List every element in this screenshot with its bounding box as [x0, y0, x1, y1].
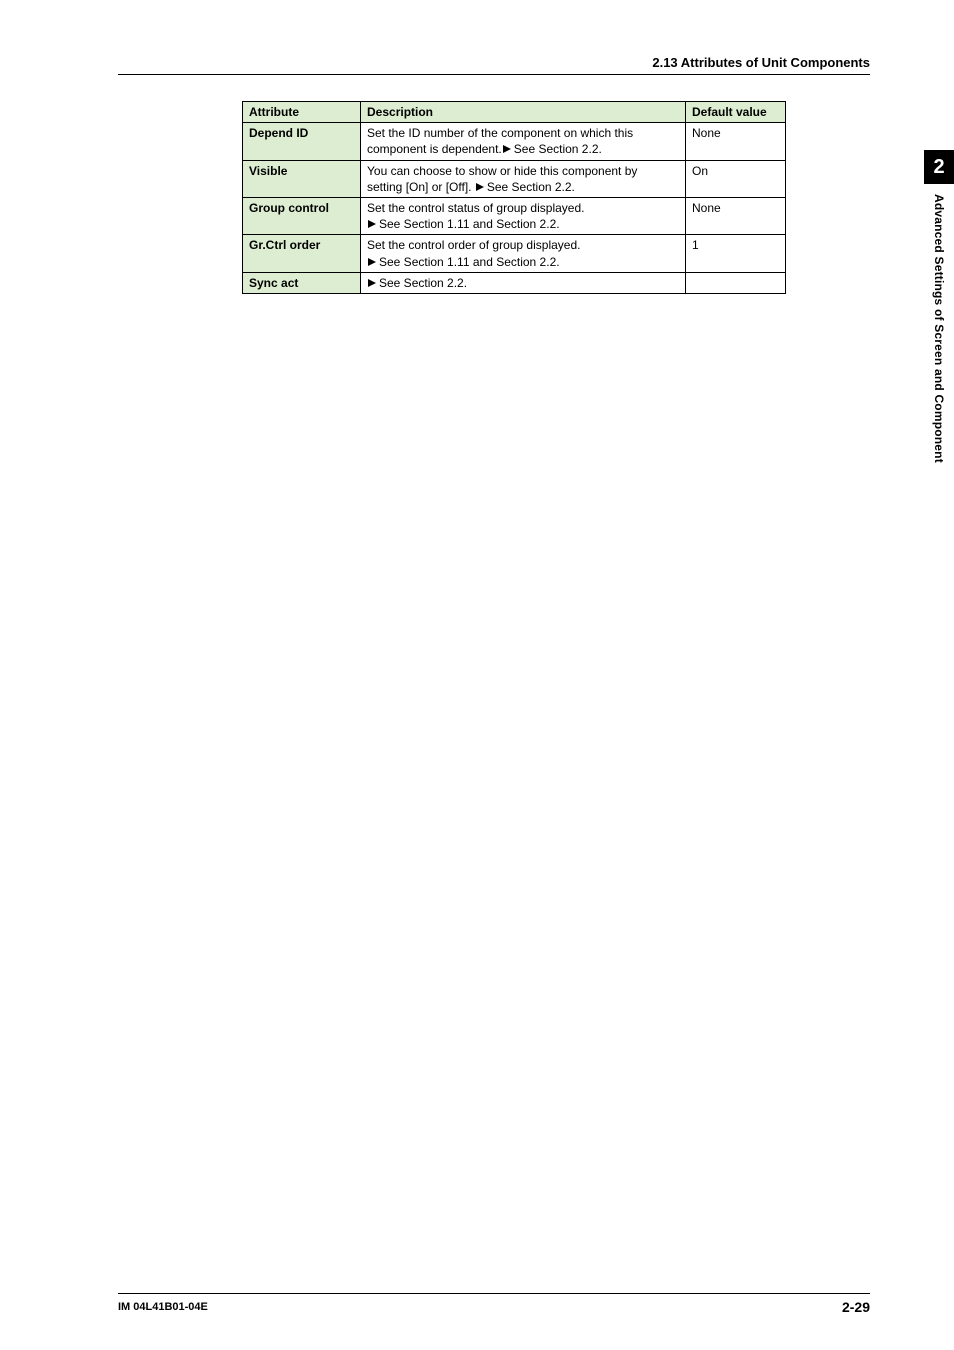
pointer-icon: [367, 278, 377, 288]
chapter-number-box: 2: [924, 150, 954, 184]
attr-desc: Set the control status of group displaye…: [361, 197, 686, 234]
desc-link[interactable]: See Section 2.2.: [487, 180, 575, 194]
desc-link[interactable]: See Section 1.11 and Section 2.2.: [379, 217, 560, 231]
attr-default: 1: [686, 235, 786, 272]
table-row: Depend ID Set the ID number of the compo…: [243, 123, 786, 160]
pointer-icon: [367, 257, 377, 267]
th-description: Description: [361, 102, 686, 123]
desc-text: setting [On] or [Off].: [367, 180, 475, 194]
pointer-icon: [502, 144, 512, 154]
pointer-icon: [367, 219, 377, 229]
attr-name: Group control: [243, 197, 361, 234]
attributes-table: Attribute Description Default value Depe…: [242, 101, 786, 294]
table-row: Gr.Ctrl order Set the control order of g…: [243, 235, 786, 272]
attr-default: [686, 272, 786, 293]
attr-name: Depend ID: [243, 123, 361, 160]
attributes-table-wrap: Attribute Description Default value Depe…: [242, 101, 786, 294]
table-row: Group control Set the control status of …: [243, 197, 786, 234]
attr-default: None: [686, 197, 786, 234]
attr-default: None: [686, 123, 786, 160]
desc-text: Set the control order of group displayed…: [367, 238, 580, 252]
side-tab: 2 Advanced Settings of Screen and Compon…: [924, 150, 954, 463]
desc-link[interactable]: See Section 2.2.: [514, 142, 602, 156]
chapter-label: Advanced Settings of Screen and Componen…: [932, 194, 946, 463]
attr-name: Gr.Ctrl order: [243, 235, 361, 272]
attr-desc: Set the control order of group displayed…: [361, 235, 686, 272]
attr-default: On: [686, 160, 786, 197]
table-row: Sync act See Section 2.2.: [243, 272, 786, 293]
attr-desc: See Section 2.2.: [361, 272, 686, 293]
footer-rule: [118, 1293, 870, 1294]
desc-text: Set the control status of group displaye…: [367, 201, 584, 215]
desc-text: You can choose to show or hide this comp…: [367, 164, 637, 178]
attr-name: Visible: [243, 160, 361, 197]
table-row: Visible You can choose to show or hide t…: [243, 160, 786, 197]
attr-desc: Set the ID number of the component on wh…: [361, 123, 686, 160]
desc-text: component is dependent.: [367, 142, 502, 156]
desc-text: Set the ID number of the component on wh…: [367, 126, 633, 140]
desc-link[interactable]: See Section 2.2.: [379, 276, 467, 290]
footer-page-num: 2-29: [842, 1299, 870, 1315]
attr-name: Sync act: [243, 272, 361, 293]
pointer-icon: [475, 182, 485, 192]
chapter-number: 2: [933, 156, 944, 179]
table-header-row: Attribute Description Default value: [243, 102, 786, 123]
th-default: Default value: [686, 102, 786, 123]
desc-link[interactable]: See Section 1.11 and Section 2.2.: [379, 255, 560, 269]
footer-doc-id: IM 04L41B01-04E: [118, 1301, 208, 1313]
page-root: 2.13 Attributes of Unit Components Attri…: [0, 0, 954, 1350]
header-rule: [118, 74, 870, 75]
attr-desc: You can choose to show or hide this comp…: [361, 160, 686, 197]
section-title: 2.13 Attributes of Unit Components: [652, 55, 870, 70]
th-attribute: Attribute: [243, 102, 361, 123]
